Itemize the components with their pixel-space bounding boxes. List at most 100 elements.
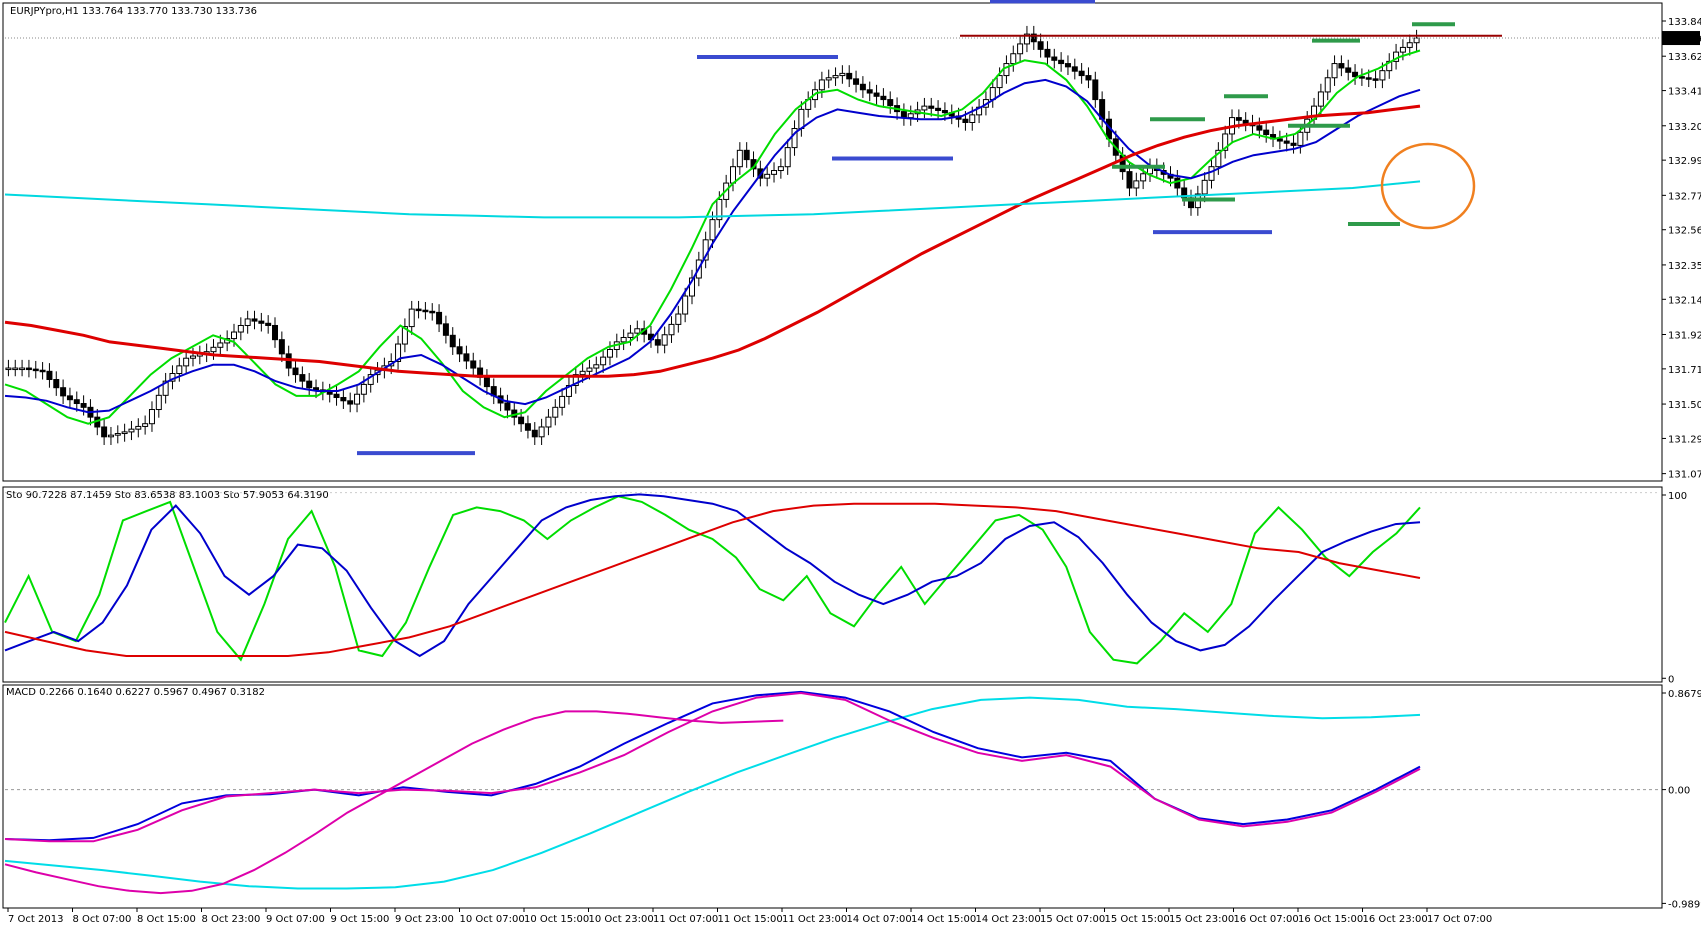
candle-body [176,365,183,375]
candle-body [1358,76,1365,79]
candle-body [1078,70,1085,77]
candle-body [1140,173,1147,182]
candle-body [449,334,456,348]
candle-body [401,326,408,345]
candle-body [1352,71,1359,78]
candle-body [107,434,114,438]
price-series-line [4,104,1421,378]
candle-body [682,295,689,315]
candle-body [1297,131,1304,146]
candle-body [900,111,907,119]
stochastic-pane[interactable]: Sto 90.7228 87.1459 Sto 83.6538 83.1003 … [2,486,1687,685]
candle-body [1345,67,1352,73]
candle-body [272,324,279,341]
candle-body [436,311,443,325]
candle-body [798,108,805,130]
candle-body [880,95,887,101]
candle-body [1023,33,1030,45]
candle-body [743,149,750,161]
y-tick-label: 133.840 [1668,17,1701,28]
candle-body [818,79,825,91]
candle-body [839,72,846,77]
candle-body [921,105,928,111]
y-tick-label: 131.290 [1668,434,1701,445]
candle-body [524,423,531,431]
candle-body [1406,42,1413,48]
x-tick-label: 9 Oct 07:00 [266,914,325,925]
candle-body [1071,66,1078,72]
candle-body [1222,133,1229,151]
candle-body [1044,48,1051,58]
candle-body [121,431,128,435]
x-tick-label: 15 Oct 07:00 [1040,914,1105,925]
candle-body [771,170,778,175]
price-plot: 133.736 [4,0,1701,456]
candle-body [1242,119,1249,124]
candle-body [1379,70,1386,81]
candle-body [572,374,579,387]
candle-body [654,339,661,346]
x-tick-label: 15 Oct 23:00 [1169,914,1234,925]
x-tick-label: 8 Oct 15:00 [137,914,196,925]
candle-body [1331,63,1338,79]
candle-body [559,395,566,408]
candle-body [1126,171,1133,189]
y-tick-label: 0.8679 [1668,689,1701,700]
x-tick-label: 16 Oct 23:00 [1363,914,1428,925]
candle-body [422,309,429,313]
candle-body [675,313,682,325]
x-tick-label: 9 Oct 23:00 [395,914,454,925]
candle-body [1051,56,1058,61]
candle-body [1017,43,1024,55]
candle-body [1003,63,1010,77]
candle-body [1201,179,1208,195]
macd-axis: 0.8679 0.00 -0.9899 [1662,689,1701,910]
x-tick-label: 8 Oct 07:00 [73,914,132,925]
stochastic-pane-frame [2,486,1663,683]
candle-body [32,368,39,372]
y-tick-label: 0.00 [1668,786,1690,797]
price-pane-frame [2,2,1663,482]
stochastic-header: Sto 90.7228 87.1459 Sto 83.6538 83.1003 … [6,490,329,501]
candle-body [1092,79,1099,101]
y-tick-label: 132.775 [1668,191,1701,202]
candle-body [265,322,272,326]
macd-pane-frame [2,684,1663,909]
candle-body [1365,77,1372,80]
candle-body [1263,129,1270,136]
macd-pane[interactable]: MACD 0.2266 0.1640 0.6227 0.5967 0.4967 … [2,684,1701,910]
x-tick-label: 17 Oct 07:00 [1427,914,1492,925]
candle-body [128,428,135,433]
candle-body [846,72,853,80]
price-header: EURJPYpro,H1 133.764 133.770 133.730 133… [10,6,257,17]
candle-body [688,277,695,297]
candle-body [429,310,436,314]
candle-body [155,394,162,411]
y-tick-label: 100 [1668,491,1687,502]
candle-body [593,364,600,369]
candle-body [784,147,791,168]
candle-body [941,109,948,114]
y-tick-label: 132.350 [1668,261,1701,272]
candle-body [19,367,26,371]
x-tick-label: 14 Oct 23:00 [976,914,1041,925]
candle-body [80,403,87,408]
candle-body [60,387,67,397]
macd-header: MACD 0.2266 0.1640 0.6227 0.5967 0.4967 … [6,687,265,698]
candle-body [579,370,586,376]
indicator-series-line [4,710,784,895]
price-axis: 133.840 133.625 133.415 133.200 132.990 132.7… [1662,17,1701,481]
candle-body [470,360,477,369]
y-tick-label: 131.500 [1668,400,1701,411]
y-tick-label: -0.9899 [1668,899,1701,910]
candle-body [764,173,771,179]
price-pane[interactable]: EURJPYpro,H1 133.764 133.770 133.730 133… [2,0,1701,482]
candle-body [189,355,196,359]
candle-body [483,376,490,388]
candle-body [606,348,613,358]
price-series-line [4,180,1421,219]
macd-plot [4,690,1660,895]
y-tick-label: 133.200 [1668,122,1701,133]
candle-body [326,391,333,395]
